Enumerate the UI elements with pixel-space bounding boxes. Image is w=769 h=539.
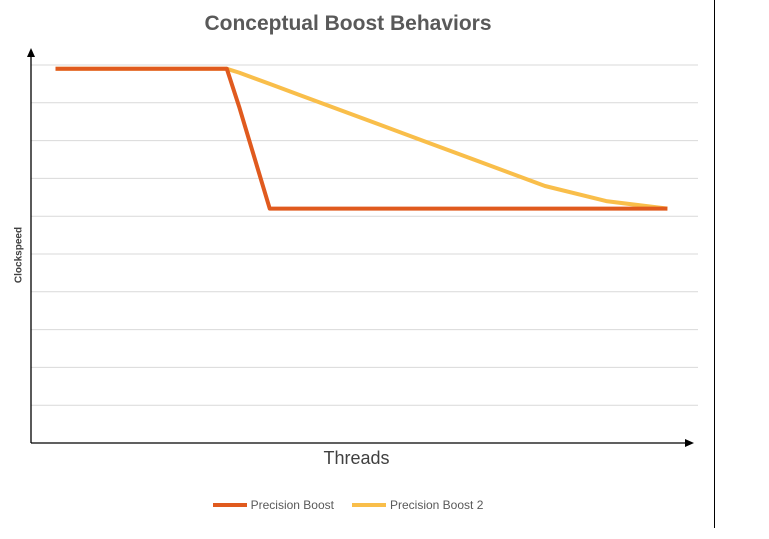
x-axis-arrow bbox=[685, 439, 694, 447]
legend-item-precision-boost: Precision Boost bbox=[212, 498, 334, 512]
chart-title: Conceptual Boost Behaviors bbox=[204, 12, 492, 35]
legend: Precision Boost Precision Boost 2 bbox=[0, 498, 696, 512]
legend-swatch-precision-boost-2 bbox=[351, 503, 386, 507]
gridlines bbox=[31, 64, 698, 406]
series-group bbox=[55, 66, 668, 211]
legend-swatch-precision-boost bbox=[212, 503, 247, 507]
right-border bbox=[714, 0, 715, 528]
axes bbox=[27, 48, 694, 447]
y-axis-arrow bbox=[27, 48, 35, 57]
legend-item-precision-boost-2: Precision Boost 2 bbox=[351, 498, 484, 512]
legend-label-precision-boost: Precision Boost bbox=[250, 498, 334, 512]
legend-label-precision-boost-2: Precision Boost 2 bbox=[389, 498, 484, 512]
series-line-precision-boost bbox=[55, 66, 668, 211]
series-line-precision-boost-2 bbox=[55, 66, 668, 211]
x-axis-label: Threads bbox=[323, 448, 390, 468]
y-axis-label: Clockspeed bbox=[13, 226, 25, 284]
